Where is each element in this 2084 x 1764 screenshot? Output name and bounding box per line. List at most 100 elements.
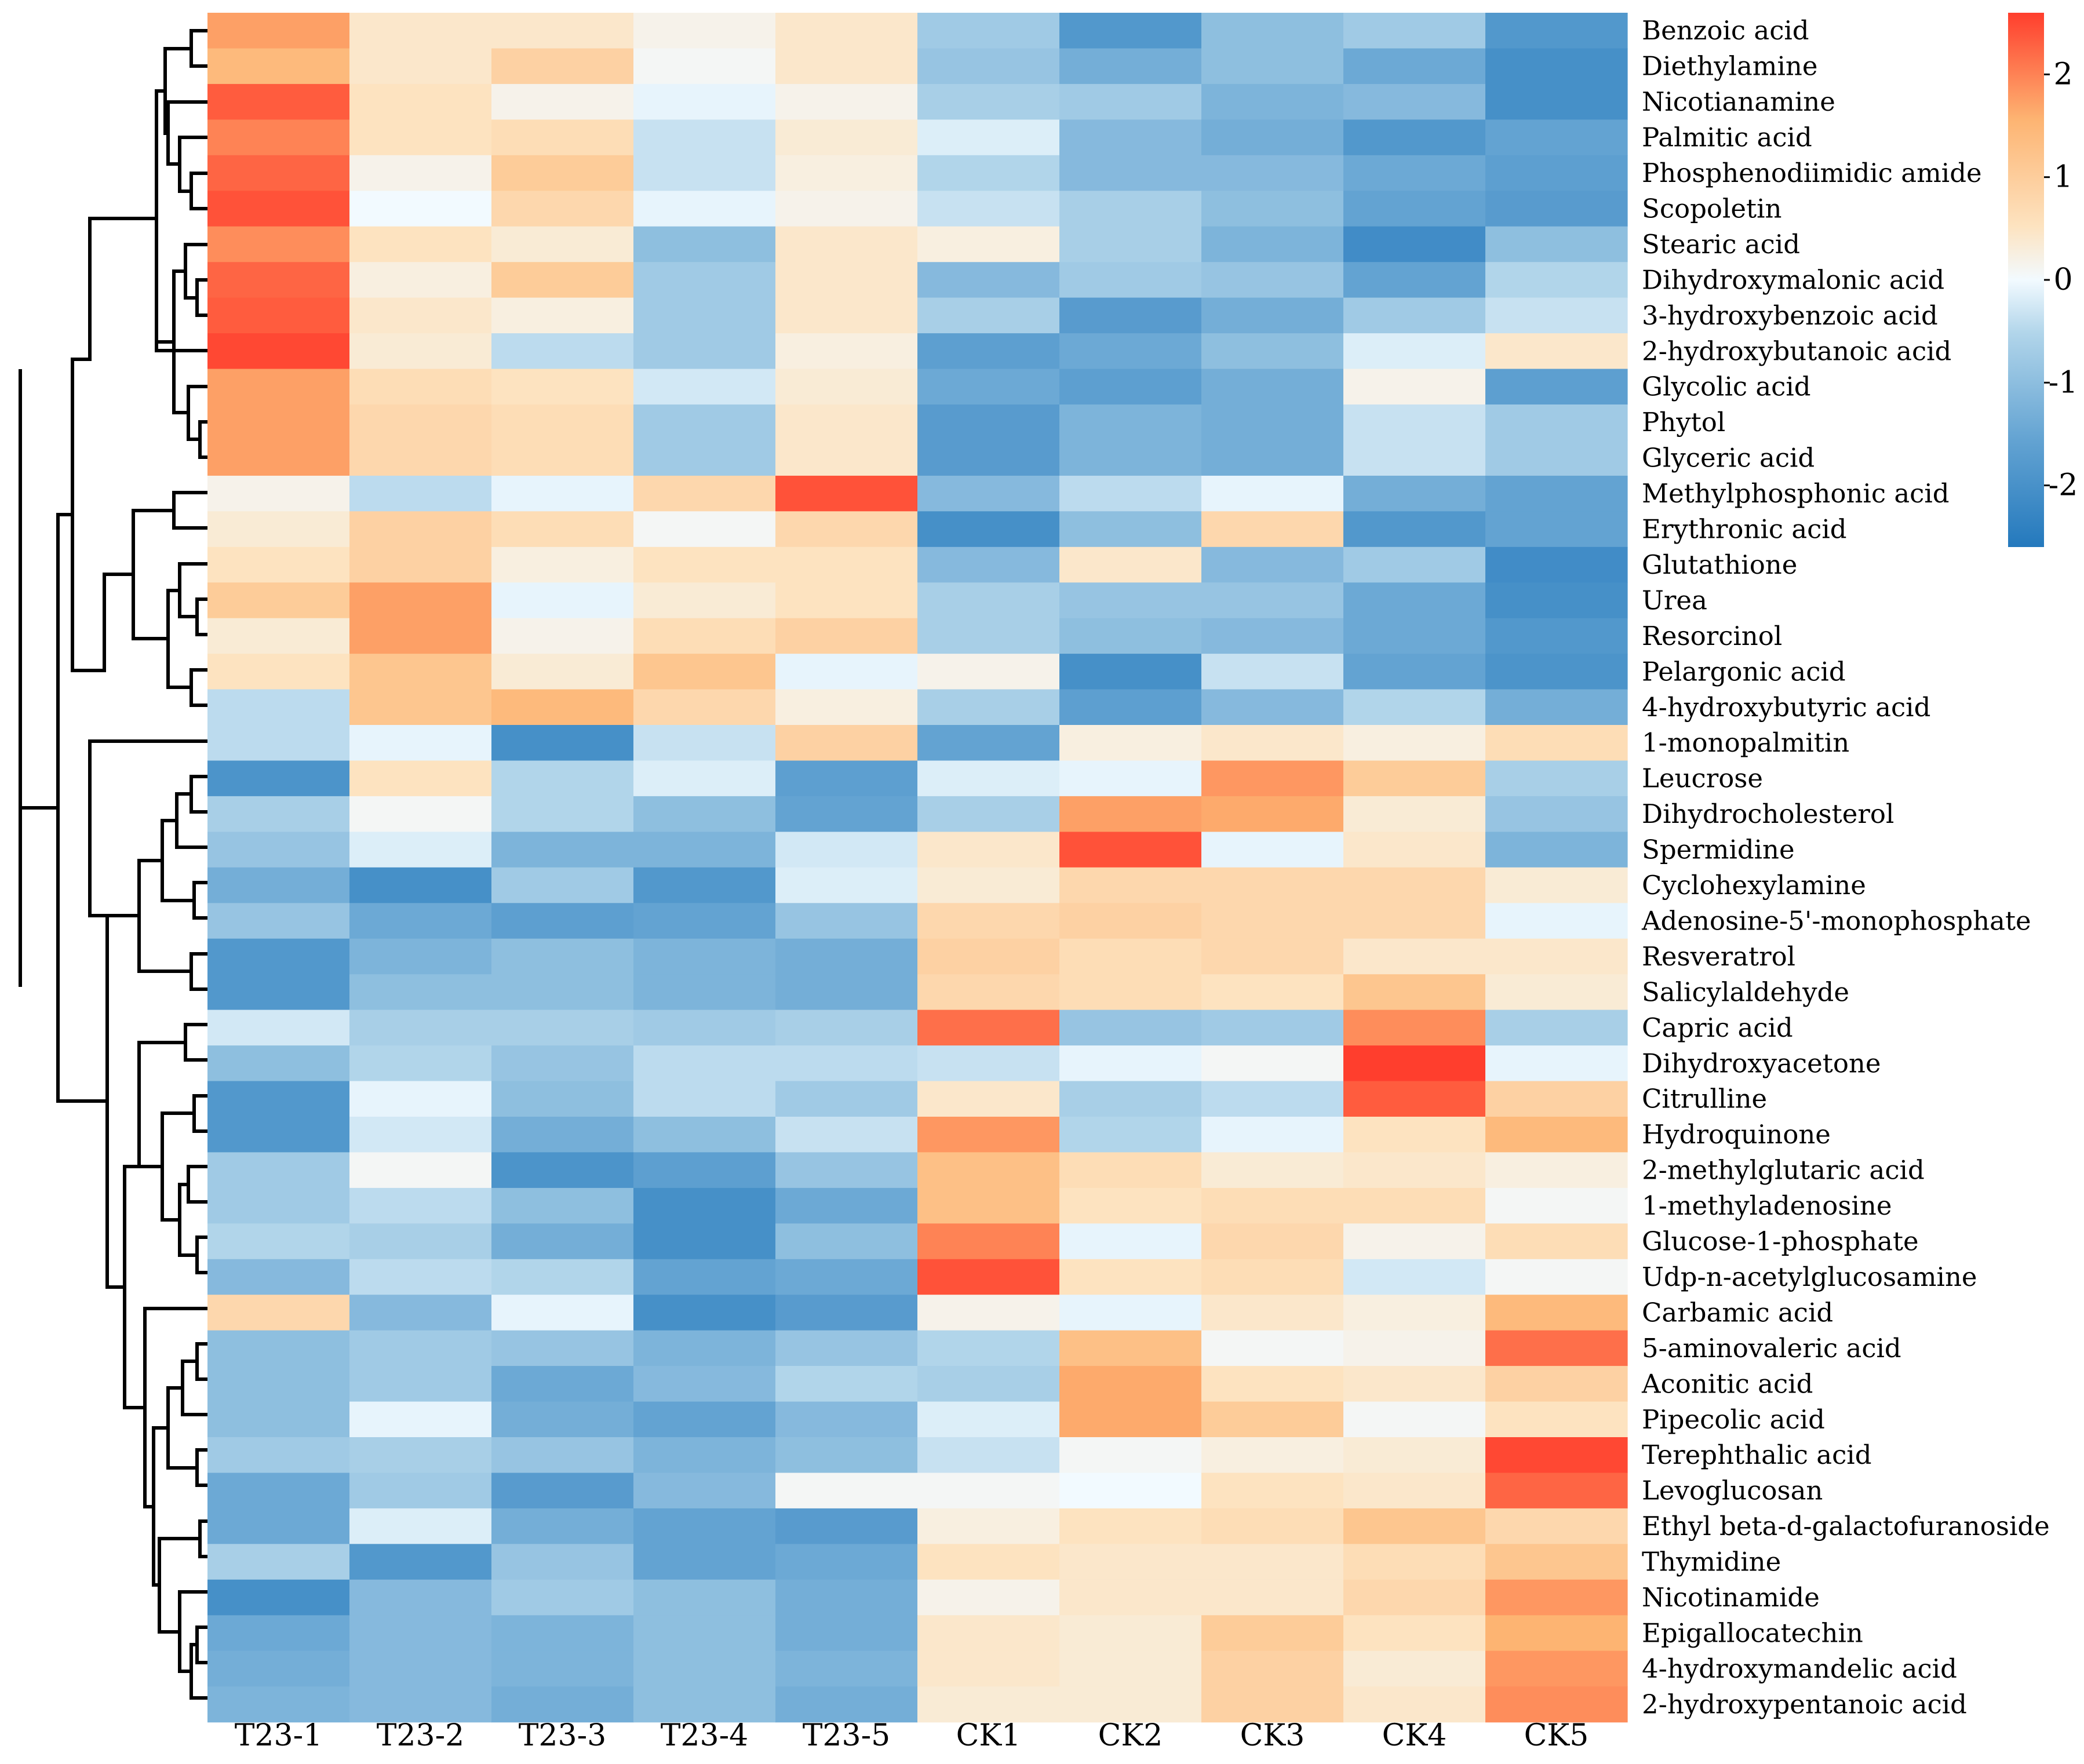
- heatmap-cell: [1201, 903, 1344, 939]
- heatmap-cell: [917, 475, 1060, 512]
- heatmap-cell: [491, 1401, 634, 1438]
- heatmap-cell: [633, 1081, 776, 1117]
- heatmap-cell: [1201, 297, 1344, 334]
- heatmap-cell: [1059, 13, 1202, 49]
- heatmap-cell: [1485, 796, 1628, 832]
- row-label: Glycolic acid: [1642, 371, 1811, 402]
- heatmap-cell: [1201, 582, 1344, 619]
- row-label: 2-methylglutaric acid: [1642, 1155, 1925, 1186]
- heatmap-cell: [491, 1223, 634, 1260]
- heatmap-cell: [349, 1295, 492, 1331]
- heatmap-cell: [917, 13, 1060, 49]
- heatmap-cell: [633, 1366, 776, 1402]
- heatmap-cell: [207, 1508, 350, 1544]
- heatmap-cell: [633, 155, 776, 191]
- heatmap-cell: [1059, 262, 1202, 298]
- heatmap-cell: [491, 689, 634, 726]
- heatmap-cell: [1485, 333, 1628, 370]
- heatmap-cell: [775, 1544, 918, 1580]
- heatmap-cell: [633, 1686, 776, 1723]
- heatmap-cell: [1201, 1650, 1344, 1687]
- heatmap-cell: [491, 226, 634, 263]
- heatmap-cell: [1485, 1152, 1628, 1189]
- row-label: Citrulline: [1642, 1084, 1767, 1114]
- heatmap-cell: [1485, 1187, 1628, 1224]
- heatmap-cell: [349, 1366, 492, 1402]
- heatmap-cell: [1343, 1259, 1486, 1295]
- column-label: CK2: [1098, 1718, 1163, 1753]
- row-dendrogram: [19, 29, 207, 1700]
- dendro-branch: [178, 562, 207, 618]
- heatmap-cell: [633, 1330, 776, 1366]
- dendro-branch: [71, 358, 106, 672]
- heatmap-cell: [491, 333, 634, 370]
- heatmap-cell: [1343, 1295, 1486, 1331]
- heatmap-cell: [207, 1473, 350, 1509]
- heatmap-cell: [917, 440, 1060, 476]
- heatmap-cell: [775, 618, 918, 654]
- heatmap-cell: [1201, 974, 1344, 1011]
- dendro-branch: [190, 172, 207, 210]
- heatmap-cell: [207, 1686, 350, 1723]
- heatmap-cell: [1201, 48, 1344, 85]
- heatmap-cell: [1485, 1508, 1628, 1544]
- heatmap-cell: [491, 725, 634, 761]
- row-label: Urea: [1642, 585, 1707, 615]
- heatmap-cell: [1201, 1009, 1344, 1046]
- heatmap-cell: [1059, 404, 1202, 441]
- heatmap-cell: [1201, 1579, 1344, 1616]
- row-label: 2-hydroxypentanoic acid: [1642, 1689, 1967, 1719]
- row-label: Glutathione: [1642, 549, 1797, 580]
- heatmap-cell: [1059, 974, 1202, 1011]
- heatmap-cell: [917, 1401, 1060, 1438]
- heatmap-cell: [775, 1223, 918, 1260]
- heatmap-cell: [1059, 83, 1202, 120]
- heatmap-cell: [349, 1508, 492, 1544]
- heatmap-cell: [1201, 546, 1344, 583]
- row-label: Pipecolic acid: [1642, 1404, 1825, 1435]
- heatmap-cell: [1059, 1544, 1202, 1580]
- heatmap-cell: [775, 1009, 918, 1046]
- heatmap-cell: [633, 832, 776, 868]
- heatmap-cell: [349, 191, 492, 227]
- heatmap-cell: [1343, 226, 1486, 263]
- row-label: Terephthalic acid: [1642, 1439, 1872, 1470]
- row-label: 2-hydroxybutanoic acid: [1642, 336, 1951, 366]
- dendro-root-link: [19, 806, 60, 987]
- heatmap-cell: [1485, 760, 1628, 797]
- heatmap-cell: [207, 760, 350, 797]
- heatmap-cell: [349, 1045, 492, 1082]
- heatmap-cell: [775, 1650, 918, 1687]
- heatmap-cell: [207, 475, 350, 512]
- heatmap-cell: [1201, 440, 1344, 476]
- heatmap-cell: [491, 13, 634, 49]
- dendro-branch: [184, 1023, 207, 1062]
- heatmap-cell: [1485, 654, 1628, 690]
- heatmap-cell: [1201, 1223, 1344, 1260]
- heatmap-cell: [207, 1437, 350, 1474]
- heatmap-cell: [633, 1650, 776, 1687]
- heatmap-cell: [1343, 689, 1486, 726]
- heatmap-cell: [917, 155, 1060, 191]
- heatmap-cell: [1201, 475, 1344, 512]
- heatmap-cell: [917, 1615, 1060, 1652]
- heatmap-cell: [349, 511, 492, 548]
- heatmap-cell: [775, 119, 918, 156]
- heatmap-cell: [775, 1437, 918, 1474]
- heatmap-cell: [1201, 1045, 1344, 1082]
- heatmap-cell: [917, 262, 1060, 298]
- heatmap-cell: [349, 654, 492, 690]
- heatmap-cell: [917, 1650, 1060, 1687]
- row-label: 5-aminovaleric acid: [1642, 1333, 1901, 1364]
- heatmap-cell: [917, 1009, 1060, 1046]
- heatmap-cell: [349, 1401, 492, 1438]
- legend-color-bar: [2008, 13, 2044, 547]
- heatmap-cell: [349, 155, 492, 191]
- heatmap-cell: [491, 262, 634, 298]
- heatmap-cell: [349, 582, 492, 619]
- heatmap-cell: [1485, 440, 1628, 476]
- heatmap-cell: [633, 618, 776, 654]
- heatmap-cell: [1485, 1045, 1628, 1082]
- heatmap-cell: [491, 1615, 634, 1652]
- column-label: T23-3: [519, 1718, 607, 1753]
